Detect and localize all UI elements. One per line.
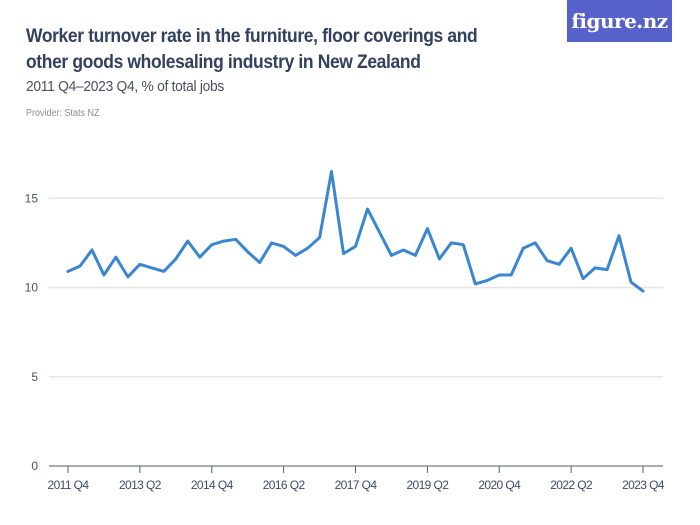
x-tick-label: 2011 Q4 [48, 478, 90, 492]
x-tick-label: 2019 Q2 [406, 478, 449, 492]
x-tick-label: 2013 Q2 [119, 478, 162, 492]
x-axis: 2011 Q4 2013 Q2 2014 Q4 2016 Q2 2017 Q4 2019 … [48, 465, 665, 492]
y-tick-label: 0 [31, 459, 38, 473]
provider-label: Provider: Stats NZ [26, 108, 100, 119]
x-tick-label: 2020 Q4 [478, 478, 521, 492]
y-tick-label: 10 [25, 281, 39, 295]
figure-nz-logo[interactable]: figure.nz [567, 0, 672, 42]
x-tick-label: 2023 Q4 [622, 478, 665, 492]
chart-title: Worker turnover rate in the furniture, f… [26, 26, 478, 73]
y-tick-label: 5 [31, 370, 38, 384]
x-tick-label: 2022 Q2 [550, 478, 593, 492]
x-tick-label: 2016 Q2 [263, 478, 306, 492]
turnover-rate-line [66, 170, 645, 293]
chart-subtitle: 2011 Q4–2023 Q4, % of total jobs [26, 78, 225, 95]
gridlines [49, 197, 663, 378]
x-tick-label: 2017 Q4 [335, 478, 378, 492]
x-tick-label: 2014 Q4 [191, 478, 234, 492]
y-axis-ticks: 0 5 10 15 [25, 191, 39, 473]
y-tick-label: 15 [25, 191, 39, 205]
